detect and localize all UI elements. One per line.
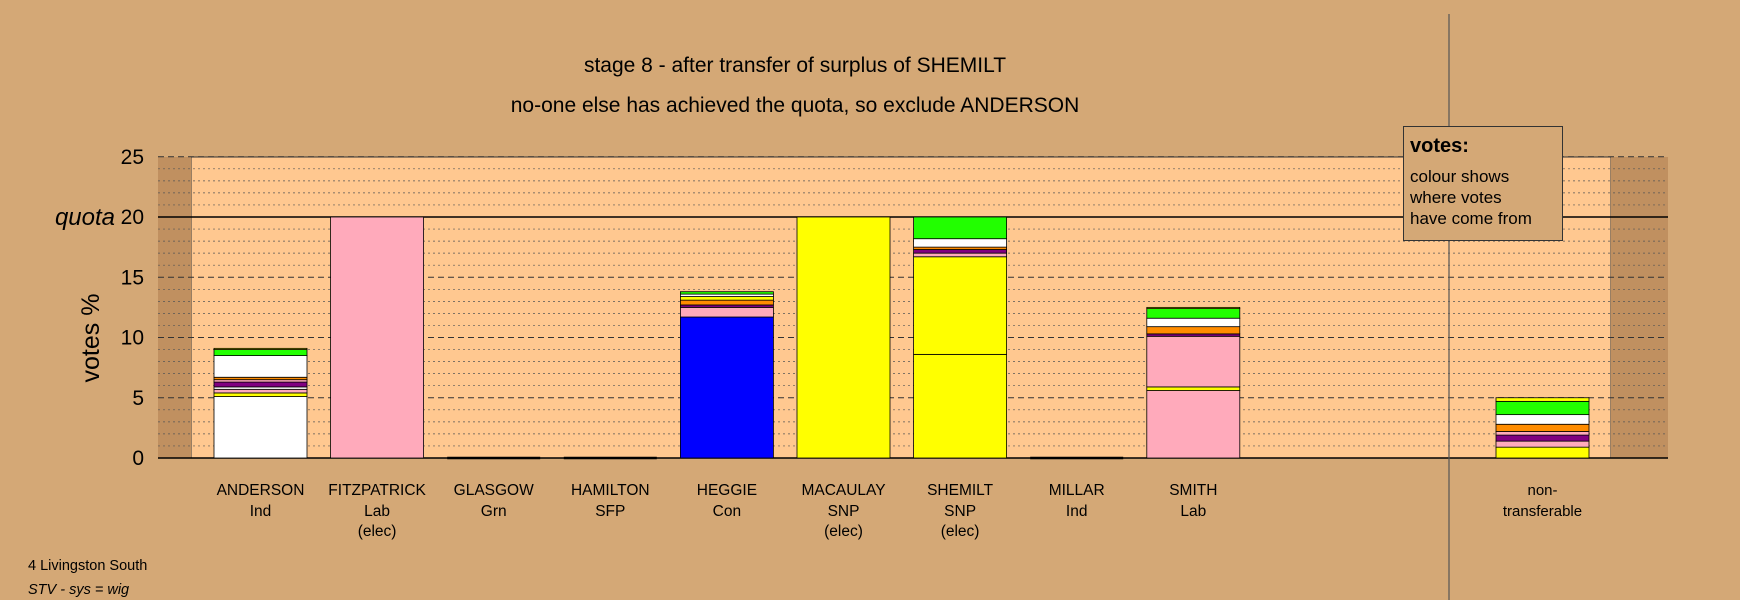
candidate-party: Grn	[481, 503, 507, 520]
bar-nontransferable-segment	[1495, 431, 1590, 436]
bar-smith-segment	[1146, 335, 1241, 388]
bar-nontransferable-segment	[1495, 397, 1590, 402]
candidate-elected-note: (elec)	[824, 523, 863, 540]
candidate-party: SFP	[595, 503, 625, 520]
bar-heggie-segment	[680, 316, 774, 459]
candidate-name: SHEMILT	[927, 482, 994, 499]
candidate-name: MACAULAY	[801, 482, 885, 499]
bar-nontransferable-segment	[1495, 414, 1590, 425]
bar-smith-segment	[1146, 390, 1241, 459]
candidate-party: Lab	[364, 503, 390, 520]
bar-nontransferable-segment	[1495, 446, 1590, 459]
bar-smith-segment	[1146, 317, 1241, 328]
bar-heggie-segment	[680, 291, 774, 295]
bar-heggie-segment	[680, 306, 774, 318]
legend-line-2: where votes	[1410, 188, 1502, 207]
legend: votes: colour shows where votes have com…	[1403, 126, 1563, 241]
bar-anderson-segment	[213, 355, 308, 378]
candidate-name: ANDERSON	[217, 482, 305, 499]
bar-anderson-segment	[213, 388, 308, 394]
legend-line-1: colour shows	[1410, 167, 1510, 186]
plot-margin-right	[1611, 157, 1668, 458]
bar-smith-segment	[1146, 306, 1241, 309]
bar-shemilt-segment	[913, 249, 1007, 254]
y-axis-label: votes %	[77, 294, 105, 383]
candidate-elected-note: (elec)	[358, 523, 397, 540]
candidate-party: Ind	[250, 503, 272, 520]
bar-shemilt-segment	[913, 216, 1007, 240]
bar-anderson-segment	[213, 347, 308, 350]
footer-constituency: 4 Livingston South	[28, 558, 148, 574]
candidate-party: Con	[713, 503, 741, 520]
bar-heggie-segment	[680, 296, 774, 301]
bar-nontransferable-segment	[1495, 434, 1590, 442]
bar-nontransferable-segment	[1495, 423, 1590, 432]
bar-nontransferable-segment	[1495, 400, 1590, 416]
candidate-name: HAMILTON	[571, 482, 650, 499]
candidate-party: SNP	[944, 503, 976, 520]
bar-anderson-segment	[213, 349, 308, 356]
bar-shemilt-segment	[913, 256, 1007, 355]
bar-anderson-segment	[213, 381, 308, 388]
bar-smith-segment	[1146, 308, 1241, 319]
bar-smith-segment	[1146, 326, 1241, 335]
candidate-name: SMITH	[1169, 482, 1217, 499]
candidate-name: FITZPATRICK	[328, 482, 426, 499]
bar-anderson-segment	[213, 396, 308, 459]
bar-macaulay-segment	[796, 216, 891, 459]
candidate-name: HEGGIE	[697, 482, 757, 499]
y-tick-label: 5	[132, 387, 144, 410]
candidate-party: SNP	[828, 503, 860, 520]
legend-title: votes:	[1410, 135, 1469, 157]
candidate-name: MILLAR	[1049, 482, 1105, 499]
bar-fitzpatrick-segment	[330, 216, 425, 459]
chart-title: stage 8 - after transfer of surplus of S…	[584, 54, 1006, 77]
y-tick-label: 25	[121, 146, 144, 169]
footer-system: STV - sys = wig	[28, 582, 130, 598]
nontransferable-label-2: transferable	[1503, 503, 1582, 520]
candidate-name: GLASGOW	[454, 482, 534, 499]
bar-anderson-segment	[213, 392, 308, 397]
chart-subtitle: no-one else has achieved the quota, so e…	[511, 94, 1080, 117]
plot-margin-left	[158, 157, 191, 458]
candidate-elected-note: (elec)	[941, 523, 980, 540]
bar-smith-segment	[1146, 386, 1241, 391]
bar-heggie-segment	[680, 299, 774, 306]
y-tick-label: 20	[121, 206, 144, 229]
y-tick-label: 10	[121, 327, 144, 350]
y-tick-label: 15	[121, 266, 144, 289]
bar-shemilt-segment	[913, 238, 1007, 248]
plot-area	[190, 156, 1612, 459]
candidate-party: Ind	[1066, 503, 1088, 520]
bar-nontransferable-segment	[1495, 440, 1590, 448]
candidate-party: Lab	[1180, 503, 1206, 520]
nontransferable-label-1: non-	[1527, 482, 1557, 499]
legend-line-3: have come from	[1410, 209, 1532, 228]
bar-shemilt-segment	[913, 353, 1007, 459]
y-tick-label: 0	[132, 447, 144, 470]
bar-shemilt-segment	[913, 252, 1007, 258]
quota-label: quota	[55, 204, 115, 231]
